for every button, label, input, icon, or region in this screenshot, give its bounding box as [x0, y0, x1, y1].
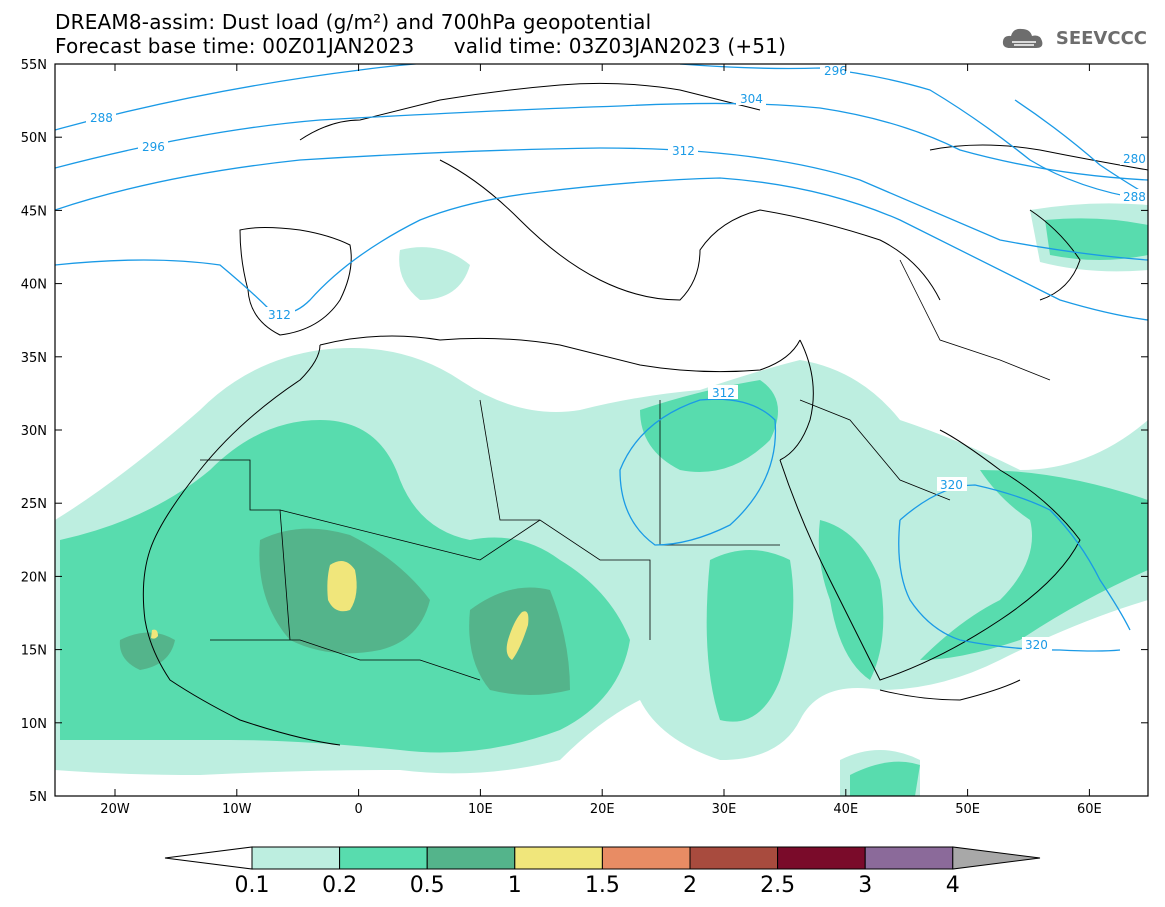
colorbar-swatch [426, 846, 516, 870]
lon-tick-label: 50E [955, 802, 980, 817]
lon-tick-label: 10E [468, 802, 493, 817]
colorbar: 0.1 0.2 0.5 1 1.5 2 2.5 3 4 [164, 846, 1041, 898]
country-borders [200, 259, 1051, 681]
colorbar-label: 1 [508, 873, 522, 898]
contour-label: 304 [740, 92, 763, 106]
map-title: DREAM8-assim: Dust load (g/m²) and 700hP… [55, 10, 652, 34]
dust-region-light-iberia [399, 247, 470, 300]
base-time: Forecast base time: 00Z01JAN2023 [55, 34, 415, 58]
lon-tick-label: 20W [100, 802, 130, 817]
colorbar-swatch [339, 846, 428, 870]
contour-label: 312 [672, 144, 695, 158]
lat-tick-label: 55N [21, 58, 47, 73]
colorbar-low-arrow [164, 846, 253, 870]
colorbar-swatch [251, 846, 341, 870]
valid-time: valid time: 03Z03JAN2023 (+51) [453, 34, 787, 58]
contour-label: 288 [1123, 190, 1146, 204]
dust-region-heavy-coast [119, 632, 175, 670]
lat-tick-label: 40N [21, 278, 47, 293]
lat-tick-label: 35N [21, 351, 47, 366]
dust-region-medium-gulf [920, 470, 1148, 660]
contour-label: 288 [90, 111, 113, 125]
colorbar-swatch [514, 846, 603, 870]
seevccc-logo: SEEVCCC [1000, 24, 1147, 52]
colorbar-swatch [864, 846, 954, 870]
contour-label: 320 [940, 478, 963, 492]
colorbar-label: 0.5 [410, 873, 445, 898]
lon-tick-label: 0 [354, 802, 362, 817]
lat-tick-label: 50N [21, 131, 47, 146]
cloud-icon [1002, 28, 1043, 48]
map-subtitle: Forecast base time: 00Z01JAN2023 valid t… [55, 34, 786, 58]
dust-region-max-senegal [151, 629, 158, 639]
colorbar-swatch [601, 846, 691, 870]
contour-label-group: 288 296 304 312 296 280 288 312 312 320 … [86, 63, 1148, 652]
dust-region-max-mali [327, 561, 357, 612]
contour-label: 296 [824, 64, 847, 78]
contour-label: 312 [268, 308, 291, 322]
lon-tick-label: 60E [1077, 802, 1102, 817]
contour-label: 280 [1123, 152, 1146, 166]
dust-field [55, 64, 1148, 796]
longitude-axis: 20W 10W 0 10E 20E 30E 40E 50E 60E [100, 64, 1102, 817]
geopotential-contours [55, 64, 1148, 652]
colorbar-label: 1.5 [585, 873, 620, 898]
lat-tick-label: 25N [21, 497, 47, 512]
dust-region-max-chad [506, 611, 529, 660]
contour-label: 296 [142, 140, 165, 154]
colorbar-swatch [777, 846, 866, 870]
lon-tick-label: 40E [833, 802, 858, 817]
colorbar-label: 4 [946, 873, 960, 898]
colorbar-high-arrow [952, 846, 1041, 870]
colorbar-label: 0.2 [322, 873, 357, 898]
dust-region-medium-caspian [1045, 218, 1148, 260]
coastlines [142, 82, 1148, 746]
lon-tick-label: 30E [712, 802, 737, 817]
colorbar-swatch [689, 846, 779, 870]
logo-text: SEEVCCC [1055, 27, 1147, 49]
lat-tick-label: 30N [21, 424, 47, 439]
lon-tick-label: 20E [590, 802, 615, 817]
colorbar-label: 3 [858, 873, 872, 898]
dust-region-medium-east [850, 761, 920, 796]
lon-tick-label: 10W [222, 802, 252, 817]
dust-region-medium-sudan [706, 550, 794, 722]
colorbar-label: 0.1 [235, 873, 270, 898]
lat-tick-label: 20N [21, 570, 47, 585]
dust-region-medium-arabia [818, 520, 884, 680]
contour-label: 312 [712, 386, 735, 400]
lat-tick-label: 45N [21, 204, 47, 219]
lat-tick-label: 5N [29, 790, 47, 805]
latitude-axis: 55N 50N 45N 40N 35N 30N 25N 20N 15N 10N 5N [21, 58, 1148, 805]
lat-tick-label: 10N [21, 717, 47, 732]
colorbar-label: 2 [683, 873, 697, 898]
lat-tick-label: 15N [21, 644, 47, 659]
colorbar-label: 2.5 [760, 873, 795, 898]
contour-label: 320 [1025, 638, 1048, 652]
